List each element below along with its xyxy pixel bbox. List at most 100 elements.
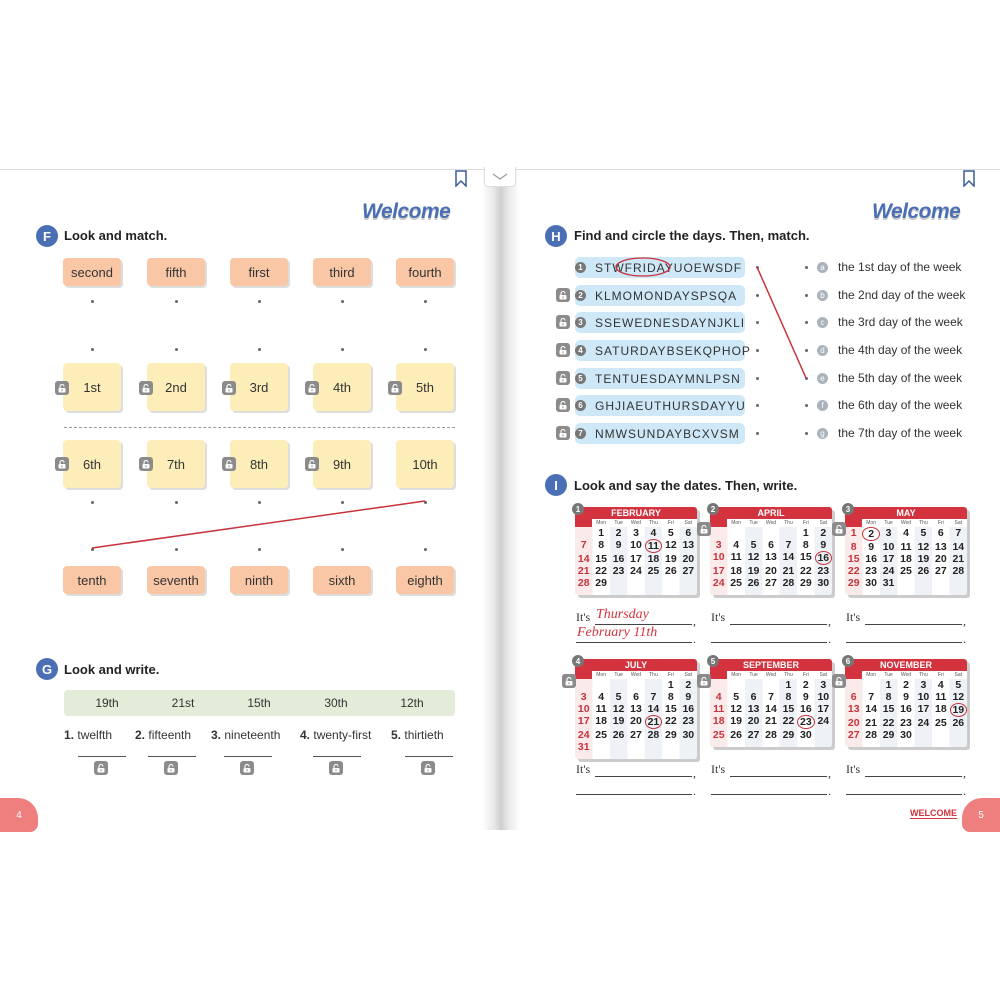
answer-line-2[interactable] (846, 794, 962, 795)
match-dot[interactable] (805, 321, 808, 324)
match-dot[interactable] (805, 349, 808, 352)
match-dot[interactable] (756, 266, 759, 269)
weekday-label: Tue (749, 672, 758, 678)
match-dot[interactable] (258, 300, 261, 303)
answer-line-2[interactable] (846, 642, 962, 643)
word-puzzle-5[interactable]: TENTUESDAYMNLPSN (575, 368, 745, 389)
lock-icon[interactable] (305, 381, 319, 395)
lock-icon[interactable] (240, 761, 254, 775)
handwritten-answer: Thursday (596, 607, 649, 622)
answer-line[interactable] (148, 756, 196, 757)
match-dot[interactable] (424, 300, 427, 303)
answer-line[interactable] (313, 756, 361, 757)
lock-icon[interactable] (222, 381, 236, 395)
word-puzzle-3[interactable]: SSEWEDNESDAYNJKLI (575, 312, 745, 333)
answer-line-2[interactable] (576, 642, 692, 643)
lock-icon[interactable] (305, 457, 319, 471)
match-dot[interactable] (91, 300, 94, 303)
lock-icon[interactable] (697, 522, 711, 536)
lock-icon[interactable] (329, 761, 343, 775)
answer-line[interactable] (224, 756, 272, 757)
lock-icon[interactable] (697, 674, 711, 688)
match-dot[interactable] (756, 377, 759, 380)
lock-icon[interactable] (556, 315, 570, 329)
lock-icon[interactable] (139, 381, 153, 395)
lock-icon[interactable] (556, 398, 570, 412)
lock-icon[interactable] (556, 426, 570, 440)
match-dot[interactable] (805, 404, 808, 407)
weekday-label: Fri (667, 672, 674, 678)
lock-icon[interactable] (94, 761, 108, 775)
match-dot[interactable] (424, 348, 427, 351)
match-dot[interactable] (756, 404, 759, 407)
word-puzzle-4[interactable]: SATURDAYBSEKQPHOP (575, 340, 750, 361)
lock-icon[interactable] (55, 457, 69, 471)
answer-line-1[interactable] (730, 776, 827, 777)
word-puzzle-1[interactable]: STWFRIDAYUOEWSDF (575, 257, 745, 278)
answer-line[interactable] (78, 756, 126, 757)
match-dot[interactable] (175, 300, 178, 303)
match-dot[interactable] (805, 294, 808, 297)
match-dot[interactable] (424, 548, 427, 551)
collapse-toolbar-button[interactable] (484, 167, 516, 187)
calendar-date: 22 (800, 565, 812, 577)
match-dot[interactable] (341, 501, 344, 504)
calendar-date: 19 (917, 553, 930, 565)
weekday-label: Sun (710, 519, 728, 527)
match-dot[interactable] (258, 548, 261, 551)
calendar-date: 11 (644, 539, 663, 553)
lock-icon[interactable] (562, 674, 576, 688)
lock-icon[interactable] (556, 343, 570, 357)
match-dot[interactable] (91, 348, 94, 351)
lock-icon[interactable] (164, 761, 178, 775)
answer-line-1[interactable] (595, 624, 692, 625)
match-dot[interactable] (424, 501, 427, 504)
word-puzzle-6[interactable]: GHJIAEUTHURSDAYYU (575, 395, 745, 416)
lock-icon[interactable] (388, 381, 402, 395)
match-dot[interactable] (175, 548, 178, 551)
answer-line-1[interactable] (865, 776, 962, 777)
match-dot[interactable] (805, 432, 808, 435)
match-dot[interactable] (805, 377, 808, 380)
match-dot[interactable] (258, 348, 261, 351)
calendar-date: 3 (920, 679, 927, 691)
calendar-month: FEBRUARY (575, 507, 697, 519)
answer-text: the 6th day of the week (838, 398, 963, 412)
lock-icon[interactable] (832, 674, 846, 688)
answer-letter: d (817, 345, 828, 356)
lock-icon[interactable] (556, 288, 570, 302)
match-dot[interactable] (805, 266, 808, 269)
answer-line-2[interactable] (576, 794, 692, 795)
match-dot[interactable] (175, 348, 178, 351)
match-dot[interactable] (756, 321, 759, 324)
calendar-date: 21 (577, 565, 590, 577)
bookmark-icon-right[interactable] (963, 170, 975, 187)
answer-line-2[interactable] (711, 642, 827, 643)
answer-line-1[interactable] (865, 624, 962, 625)
answer-line-1[interactable] (730, 624, 827, 625)
match-dot[interactable] (341, 348, 344, 351)
answer-line-2[interactable] (711, 794, 827, 795)
lock-icon[interactable] (55, 381, 69, 395)
word-puzzle-2[interactable]: KLMOMONDAYSPSQA (575, 285, 745, 306)
answer-line[interactable] (405, 756, 453, 757)
match-dot[interactable] (341, 548, 344, 551)
puzzle-number: 6 (575, 400, 586, 411)
match-dot[interactable] (756, 294, 759, 297)
match-dot[interactable] (258, 501, 261, 504)
word-puzzle-7[interactable]: NMWSUNDAYBCXVSM (575, 423, 745, 444)
lock-icon[interactable] (832, 522, 846, 536)
match-dot[interactable] (91, 501, 94, 504)
match-dot[interactable] (756, 432, 759, 435)
answer-line-1[interactable] (595, 776, 692, 777)
lock-icon[interactable] (222, 457, 236, 471)
lock-icon[interactable] (421, 761, 435, 775)
lock-icon[interactable] (556, 371, 570, 385)
match-dot[interactable] (91, 548, 94, 551)
calendar-date: 4 (937, 679, 944, 691)
match-dot[interactable] (341, 300, 344, 303)
match-dot[interactable] (175, 501, 178, 504)
bookmark-icon-left[interactable] (455, 170, 467, 187)
lock-icon[interactable] (139, 457, 153, 471)
match-dot[interactable] (756, 349, 759, 352)
